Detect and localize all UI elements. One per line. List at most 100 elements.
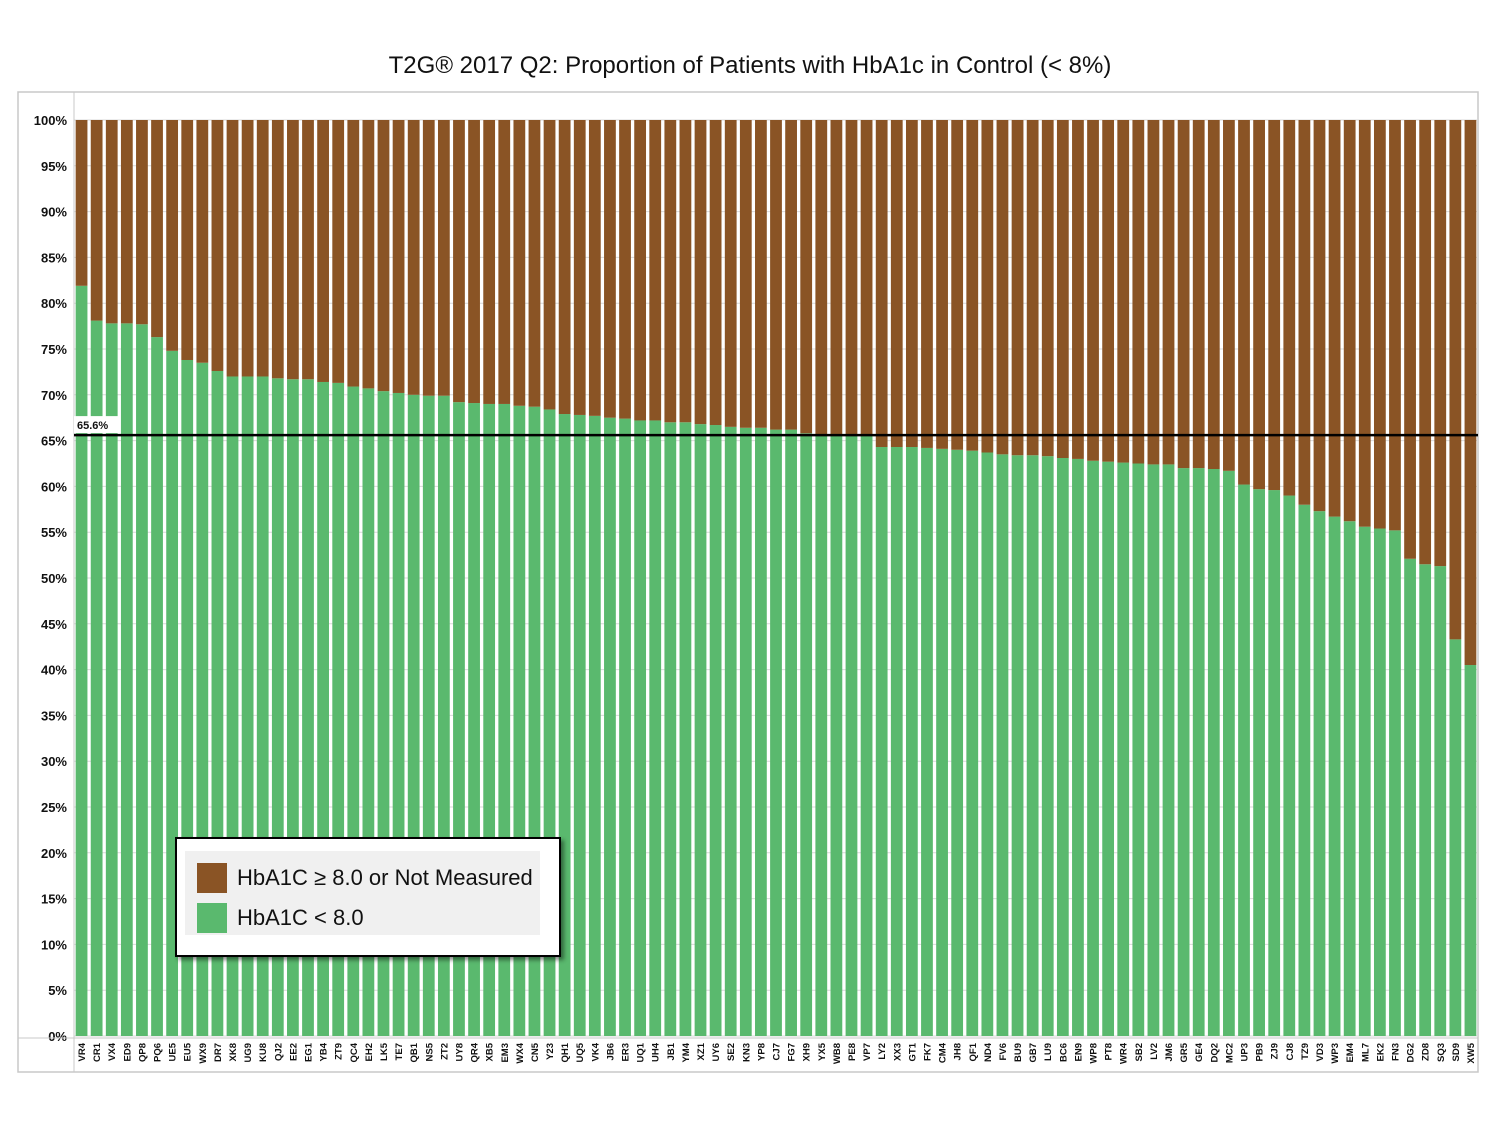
bar-not-controlled	[905, 120, 918, 448]
x-tick-label: EE2	[288, 1043, 299, 1061]
x-tick-label: WX4	[515, 1042, 526, 1063]
bar-controlled	[1343, 521, 1356, 1036]
bar-controlled	[498, 403, 511, 1037]
x-tick-label: UH4	[651, 1042, 662, 1062]
bar-controlled	[634, 420, 647, 1036]
bar-not-controlled	[1464, 120, 1477, 666]
bar-not-controlled	[181, 120, 194, 360]
x-tick-label: FK7	[922, 1043, 933, 1061]
y-tick-label: 15%	[41, 892, 67, 907]
bar-not-controlled	[1404, 120, 1416, 559]
bar-not-controlled	[1207, 120, 1220, 469]
bar-controlled	[271, 378, 284, 1036]
bar-controlled	[241, 376, 254, 1037]
x-tick-label: EK2	[1375, 1043, 1386, 1061]
x-tick-label: JM6	[1164, 1043, 1175, 1061]
x-tick-label: CJ8	[1285, 1043, 1296, 1060]
bar-controlled	[332, 382, 345, 1037]
bar-controlled	[966, 450, 979, 1036]
bar-not-controlled	[966, 120, 979, 451]
x-tick-label: YP8	[756, 1043, 767, 1061]
bar-not-controlled	[1434, 120, 1447, 567]
x-tick-label: FN3	[1390, 1043, 1401, 1061]
bar-not-controlled	[1389, 120, 1401, 531]
x-tick-label: QP8	[137, 1043, 148, 1062]
legend-swatch-high	[197, 863, 227, 893]
x-tick-label: ML7	[1360, 1043, 1371, 1062]
bar-controlled	[528, 406, 541, 1036]
bar-not-controlled	[860, 120, 873, 436]
bar-not-controlled	[1328, 120, 1341, 517]
x-tick-label: LY2	[877, 1043, 888, 1060]
bar-controlled	[1298, 504, 1311, 1037]
bar-not-controlled	[664, 120, 677, 423]
x-tick-label: PE8	[847, 1043, 858, 1061]
x-tick-label: PB9	[1255, 1043, 1266, 1061]
bar-not-controlled	[1223, 120, 1235, 471]
bar-not-controlled	[362, 120, 375, 389]
bar-controlled	[830, 435, 843, 1036]
bar-not-controlled	[271, 120, 284, 379]
x-tick-label: DQ2	[1209, 1043, 1220, 1063]
bar-controlled	[1328, 516, 1341, 1036]
bar-controlled	[317, 381, 329, 1036]
bar-not-controlled	[347, 120, 360, 387]
x-tick-label: SD9	[1451, 1043, 1462, 1061]
y-tick-label: 50%	[41, 571, 67, 586]
y-tick-label: 55%	[41, 525, 67, 540]
bar-controlled	[1268, 490, 1281, 1037]
y-tick-label: 20%	[41, 846, 67, 861]
bar-controlled	[588, 415, 601, 1036]
bar-not-controlled	[830, 120, 843, 436]
bar-not-controlled	[75, 120, 88, 286]
bar-not-controlled	[422, 120, 435, 396]
x-tick-label: JH8	[953, 1043, 964, 1060]
reference-label-bg	[74, 416, 120, 434]
bar-controlled	[1117, 462, 1130, 1037]
bar-controlled	[543, 409, 556, 1036]
bar-controlled	[951, 449, 964, 1036]
bar-controlled	[1253, 489, 1265, 1036]
x-tick-label: UQ1	[636, 1042, 647, 1062]
x-tick-label: WP8	[1089, 1043, 1100, 1064]
bar-not-controlled	[287, 120, 299, 380]
x-tick-label: XH9	[802, 1043, 813, 1061]
bar-not-controlled	[498, 120, 511, 404]
bar-not-controlled	[90, 120, 103, 321]
x-tick-label: VX4	[107, 1042, 118, 1061]
x-tick-label: CM4	[938, 1042, 949, 1063]
y-tick-label: 35%	[41, 708, 67, 723]
x-tick-label: BC6	[1058, 1043, 1069, 1062]
bar-not-controlled	[528, 120, 541, 407]
bar-not-controlled	[166, 120, 179, 351]
x-tick-label: QR4	[470, 1042, 481, 1062]
x-tick-label: UY6	[711, 1043, 722, 1061]
bar-controlled	[996, 454, 1009, 1037]
y-tick-label: 70%	[41, 388, 67, 403]
x-tick-label: WB8	[832, 1043, 843, 1064]
bar-controlled	[785, 429, 797, 1036]
y-tick-label: 95%	[41, 159, 67, 174]
y-tick-label: 5%	[48, 983, 67, 998]
bar-controlled	[890, 447, 903, 1037]
bar-controlled	[407, 394, 420, 1036]
bar-controlled	[604, 417, 616, 1036]
x-tick-label: UP3	[1240, 1043, 1251, 1061]
x-tick-label: WR4	[1119, 1042, 1130, 1064]
x-tick-label: KU8	[258, 1043, 269, 1062]
x-tick-label: ZT9	[334, 1043, 345, 1060]
bar-not-controlled	[1041, 120, 1054, 457]
x-tick-label: UG9	[243, 1043, 254, 1063]
x-tick-label: EU5	[183, 1042, 194, 1061]
legend: HbA1C ≥ 8.0 or Not Measured HbA1C < 8.0	[175, 837, 561, 957]
bar-controlled	[90, 320, 103, 1036]
x-tick-label: UE5	[168, 1042, 179, 1061]
legend-swatch-controlled	[197, 903, 227, 933]
x-tick-label: GT1	[907, 1042, 918, 1061]
bar-not-controlled	[226, 120, 239, 377]
bar-not-controlled	[1449, 120, 1462, 640]
bar-controlled	[1223, 470, 1235, 1036]
bar-controlled	[1162, 464, 1175, 1036]
bar-controlled	[468, 403, 480, 1036]
